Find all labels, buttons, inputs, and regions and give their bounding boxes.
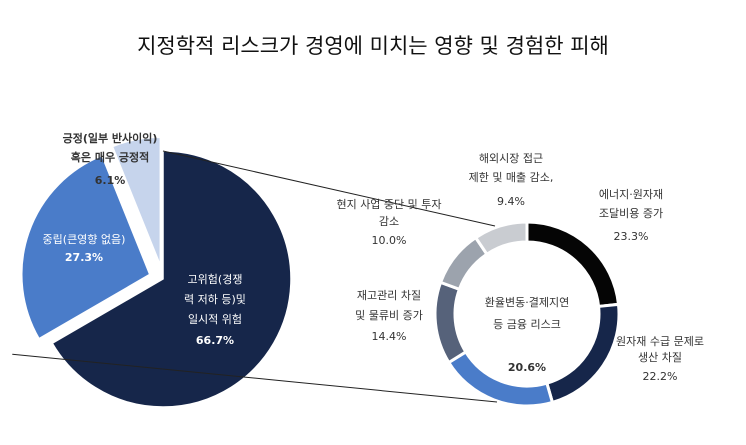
donut-label-4-line: 감소 <box>379 215 399 228</box>
donut-label-1-line: 원자재 수급 문제로 <box>616 335 704 348</box>
connector-line-top <box>162 150 496 227</box>
pie-label-1-line: 중립(큰영향 없음) <box>43 233 126 246</box>
pie-slice-2 <box>111 136 162 266</box>
pie-value-1-line: 27.3% <box>65 251 103 264</box>
donut-value-5-line: 9.4% <box>497 195 525 208</box>
donut-value-1: 22.2% <box>643 370 678 383</box>
pie-label-1: 중립(큰영향 없음) <box>43 233 126 246</box>
pie-slice-0 <box>51 150 292 408</box>
pie-value-2: 6.1% <box>95 174 126 187</box>
donut-value-5: 9.4% <box>497 195 525 208</box>
pie-value-0: 66.7% <box>196 334 234 347</box>
pie-label-2: 긍정(일부 반사이익) 혹은 매우 긍정적 <box>63 131 158 164</box>
donut-label-0-line: 조달비용 증가 <box>599 207 663 220</box>
donut-label-5-line: 해외시장 접근 <box>479 151 543 165</box>
donut-value-0-line: 23.3% <box>614 230 649 243</box>
pie-value-1: 27.3% <box>65 251 103 264</box>
donut-center-label-line: 등 금융 리스크 <box>493 318 561 331</box>
pie-label-0-line: 일시적 위험 <box>188 312 242 326</box>
donut-label-0-line: 에너지·원자재 <box>599 188 663 201</box>
chart-title: 지정학적 리스크가 경영에 미치는 영향 및 경험한 피해 <box>137 34 609 58</box>
donut-value-4-line: 10.0% <box>372 234 407 247</box>
pie-label-0-line: 고위험(경쟁 <box>188 273 243 286</box>
connector-lines <box>12 150 498 403</box>
pie-slice-1 <box>21 154 151 340</box>
donut-value-1-line: 22.2% <box>643 370 678 383</box>
pie-value-0-line: 66.7% <box>196 334 234 347</box>
connector-line-bottom <box>12 353 498 403</box>
pie-label-0-line: 력 저하 등)및 <box>184 292 246 306</box>
pie-label-2-line: 혹은 매우 긍정적 <box>71 150 150 164</box>
pie-value-2-line: 6.1% <box>95 174 126 187</box>
donut-value-4: 10.0% <box>372 234 407 247</box>
main-pie <box>21 136 292 408</box>
donut-center-value-line: 20.6% <box>508 361 546 374</box>
donut-label-5-line: 제한 및 매출 감소, <box>469 171 554 184</box>
donut-label-3-line: 재고관리 차질 <box>357 289 421 302</box>
donut-slice-5 <box>473 220 529 257</box>
donut-value-3: 14.4% <box>372 330 407 343</box>
donut-center-value: 20.6% <box>508 361 546 374</box>
donut-label-4-line: 현지 사업 중단 및 투자 <box>336 198 441 211</box>
donut-slice-3 <box>433 280 468 365</box>
donut-label-1-line: 생산 차질 <box>638 351 682 364</box>
donut-center-label-line: 환율변동·결제지연 <box>485 296 569 309</box>
donut-slice-0 <box>525 220 621 309</box>
donut-label-3-line: 및 물류비 증가 <box>355 309 423 322</box>
donut-chart <box>433 220 621 408</box>
pie-label-2-line: 긍정(일부 반사이익) <box>63 131 158 145</box>
donut-value-3-line: 14.4% <box>372 330 407 343</box>
donut-value-0: 23.3% <box>614 230 649 243</box>
